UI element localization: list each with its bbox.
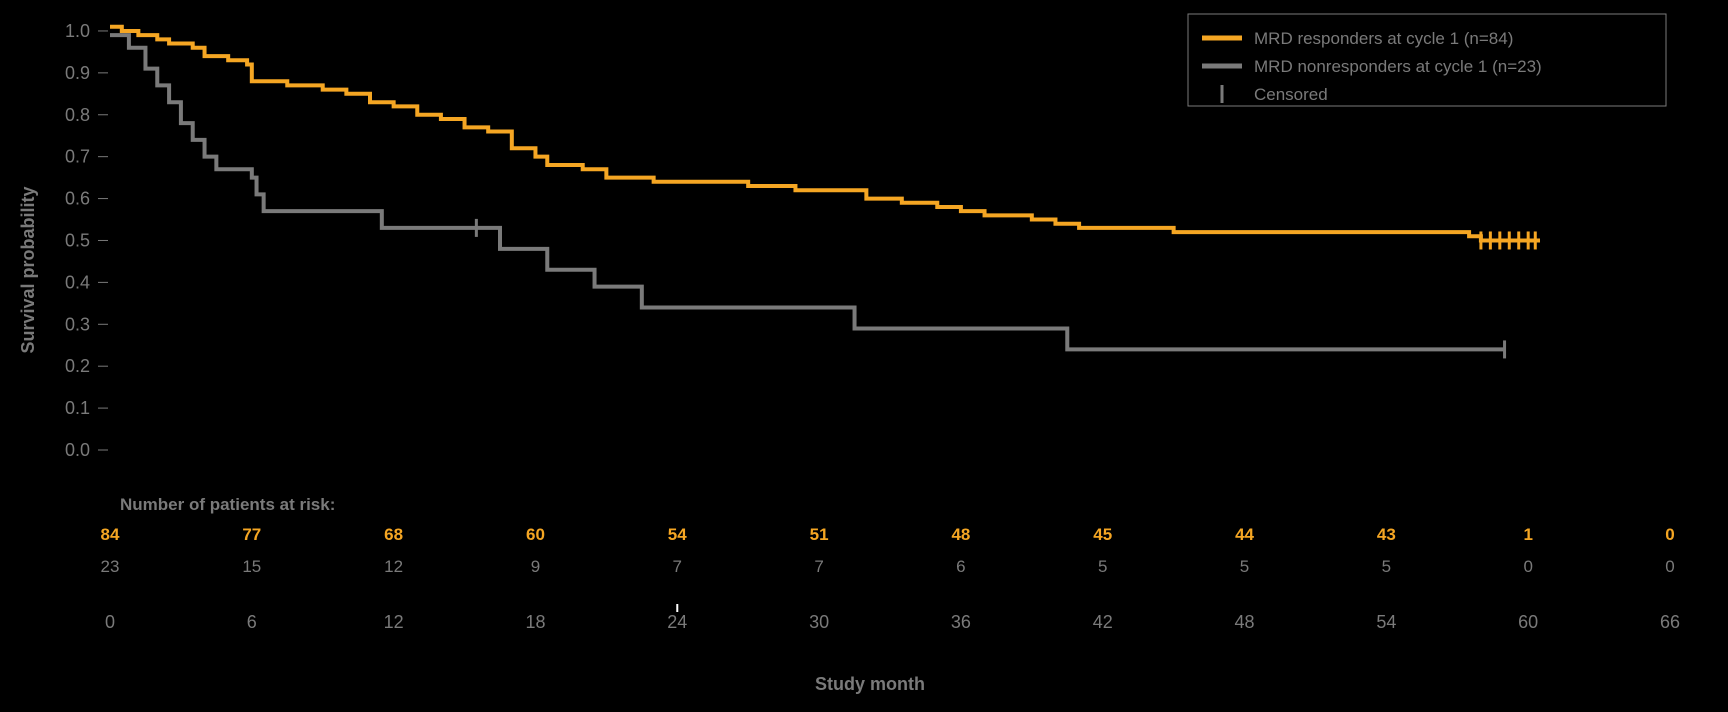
risk-table-cell: 5 (1240, 557, 1249, 576)
x-tick-label: 30 (809, 612, 829, 632)
legend-label: MRD nonresponders at cycle 1 (n=23) (1254, 57, 1542, 76)
risk-table-cell: 77 (242, 525, 261, 544)
x-tick-label: 24 (667, 612, 687, 632)
y-tick-label: 0.4 (65, 272, 90, 292)
y-tick-label: 0.6 (65, 189, 90, 209)
x-tick-label: 48 (1235, 612, 1255, 632)
x-tick-label: 66 (1660, 612, 1680, 632)
x-tick-label: 6 (247, 612, 257, 632)
risk-table-cell: 5 (1098, 557, 1107, 576)
risk-table-cell: 51 (810, 525, 829, 544)
risk-table-cell: 43 (1377, 525, 1396, 544)
x-tick-label: 60 (1518, 612, 1538, 632)
x-tick-label: 0 (105, 612, 115, 632)
km-curve-nonresponders (110, 35, 1505, 349)
legend-label: MRD responders at cycle 1 (n=84) (1254, 29, 1513, 48)
y-axis-ticks: 0.0 0.1 0.2 0.3 0.4 0.5 0.6 0.7 0.8 0.9 1.0 (65, 21, 108, 460)
risk-table-cell: 68 (384, 525, 403, 544)
y-tick-label: 0.1 (65, 398, 90, 418)
y-tick-label: 0.5 (65, 230, 90, 250)
legend-label: Censored (1254, 85, 1328, 104)
risk-table-cell: 48 (951, 525, 970, 544)
y-tick-label: 0.8 (65, 105, 90, 125)
risk-table-row-responders: 84 77 68 60 54 51 48 45 44 43 1 0 (101, 525, 1675, 544)
censor-marks-nonresponders (476, 219, 1504, 359)
risk-table-cell: 15 (242, 557, 261, 576)
y-tick-label: 0.0 (65, 440, 90, 460)
risk-table-cell: 45 (1093, 525, 1112, 544)
censor-marks-responders (1481, 231, 1535, 249)
risk-table-cell: 9 (531, 557, 540, 576)
risk-table-cell: 0 (1523, 557, 1532, 576)
risk-table-cell: 23 (101, 557, 120, 576)
y-axis-label: Survival probability (18, 186, 38, 353)
x-tick-label: 54 (1376, 612, 1396, 632)
risk-table-cell: 84 (101, 525, 120, 544)
km-chart: Survival probability Study month 0.00.10… (0, 0, 1728, 712)
risk-table-cell: 7 (814, 557, 823, 576)
risk-table-cell: 44 (1235, 525, 1254, 544)
x-tick-label: 42 (1093, 612, 1113, 632)
x-tick-label: 12 (384, 612, 404, 632)
risk-table-row-nonresponders: 23 15 12 9 7 7 6 5 5 5 0 0 (101, 557, 1675, 576)
risk-table-cell: 12 (384, 557, 403, 576)
x-tick-label: 18 (525, 612, 545, 632)
y-tick-label: 0.9 (65, 63, 90, 83)
risk-table-cell: 5 (1382, 557, 1391, 576)
risk-table-cell: 7 (673, 557, 682, 576)
x-tick-label: 36 (951, 612, 971, 632)
risk-table-cell: 1 (1523, 525, 1532, 544)
x-axis-ticks: 0 6 12 18 24 30 36 42 48 54 60 66 (105, 612, 1680, 632)
risk-table-cell: 0 (1665, 525, 1674, 544)
risk-table-cell: 0 (1665, 557, 1674, 576)
risk-table-title: Number of patients at risk: (120, 495, 335, 514)
x-axis-label: Study month (815, 674, 925, 694)
y-tick-label: 0.3 (65, 314, 90, 334)
risk-table-cell: 54 (668, 525, 687, 544)
y-tick-label: 0.7 (65, 147, 90, 167)
risk-table-cell: 6 (956, 557, 965, 576)
risk-table-cell: 60 (526, 525, 545, 544)
y-tick-label: 0.2 (65, 356, 90, 376)
y-tick-label: 1.0 (65, 21, 90, 41)
legend: MRD responders at cycle 1 (n=84) MRD nonr… (1188, 14, 1666, 106)
